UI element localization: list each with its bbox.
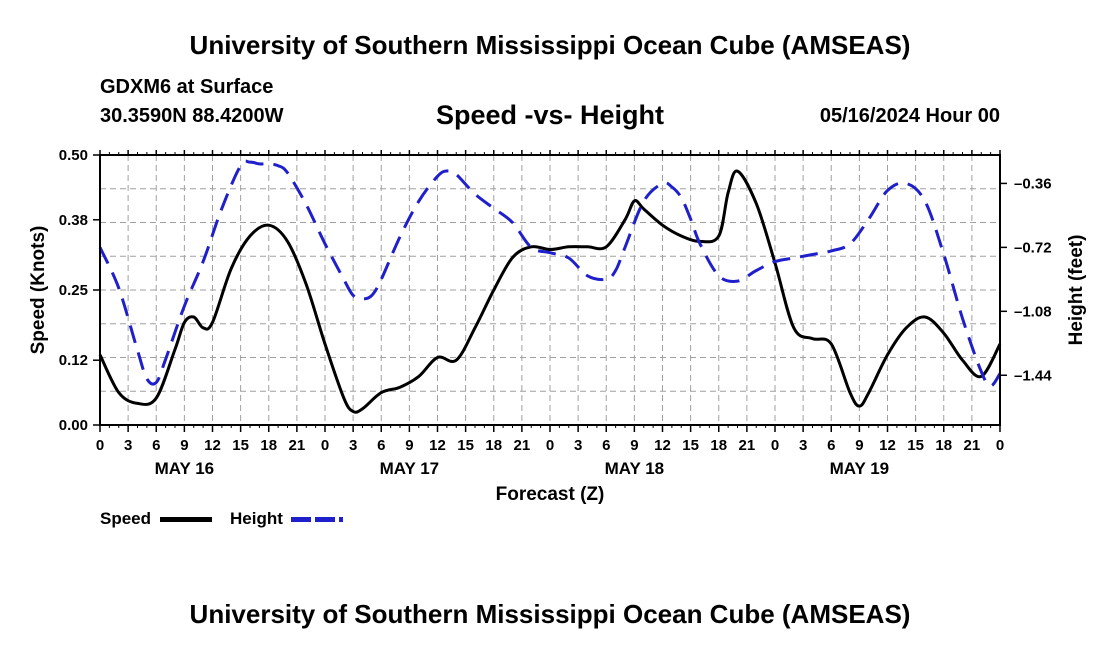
x-tick-label: 3 — [574, 437, 582, 454]
x-tick-label: 9 — [855, 437, 863, 454]
x-tick-label: 0 — [771, 437, 779, 454]
series-layer — [98, 159, 1002, 414]
x-tick-label: 15 — [232, 437, 249, 454]
x-tick-label: 15 — [682, 437, 699, 454]
x-tick-label: 12 — [204, 437, 221, 454]
forecast-datetime: 05/16/2024 Hour 00 — [819, 105, 1000, 127]
ticks-layer: 0 3 6 9 12 15 18 21 0 3 6 9 12 15 18 21 0 3 6 9 12 15 18 21 0 3 6 9… — [59, 147, 1052, 478]
day-label: MAY 18 — [605, 459, 665, 478]
x-tick-label: 9 — [180, 437, 188, 454]
main-title: University of Southern Mississippi Ocean… — [189, 30, 911, 60]
x-tick-label: 0 — [321, 437, 329, 454]
x-tick-label: 0 — [996, 437, 1004, 454]
x-tick-label: 18 — [935, 437, 952, 454]
x-tick-label: 9 — [630, 437, 638, 454]
y-tick-label: 0.38 — [59, 212, 88, 229]
x-tick-label: 12 — [429, 437, 446, 454]
x-tick-label: 21 — [514, 437, 531, 454]
x-axis-label: Forecast (Z) — [496, 484, 605, 505]
legend-height-line — [291, 517, 343, 522]
speed-series-line — [98, 169, 1002, 414]
y-axis-label: Speed (Knots) — [28, 226, 49, 355]
x-tick-label: 18 — [260, 437, 277, 454]
x-tick-label: 6 — [377, 437, 385, 454]
y2-tick-label: –0.36 — [1014, 175, 1052, 192]
x-tick-label: 18 — [485, 437, 502, 454]
x-tick-label: 0 — [96, 437, 104, 454]
x-tick-label: 6 — [827, 437, 835, 454]
y2-tick-label: –1.08 — [1014, 303, 1052, 320]
y2-tick-label: –0.72 — [1014, 239, 1052, 256]
x-tick-label: 18 — [710, 437, 727, 454]
x-tick-label: 6 — [152, 437, 160, 454]
legend-height-label: Height — [230, 509, 283, 528]
day-label: MAY 17 — [380, 459, 440, 478]
x-tick-label: 9 — [405, 437, 413, 454]
y-tick-label: 0.00 — [59, 417, 88, 434]
x-tick-label: 3 — [799, 437, 807, 454]
x-tick-label: 12 — [654, 437, 671, 454]
x-tick-label: 21 — [739, 437, 756, 454]
legend-speed-line — [160, 517, 212, 522]
x-tick-label: 0 — [546, 437, 554, 454]
chart-subtitle: Speed -vs- Height — [435, 100, 665, 130]
x-tick-label: 21 — [289, 437, 306, 454]
station-coordinates: 30.3590N 88.4200W — [100, 105, 284, 127]
x-tick-label: 15 — [907, 437, 924, 454]
height-series-line — [98, 159, 1002, 388]
station-name: GDXM6 at Surface — [100, 76, 274, 98]
y2-axis-label: Height (feet) — [1066, 235, 1087, 346]
x-tick-label: 6 — [602, 437, 610, 454]
x-tick-label: 21 — [964, 437, 981, 454]
x-tick-label: 3 — [124, 437, 132, 454]
day-label: MAY 19 — [830, 459, 890, 478]
y2-tick-label: –1.44 — [1014, 367, 1052, 384]
y-tick-label: 0.50 — [59, 147, 88, 164]
legend-speed-label: Speed — [100, 509, 152, 528]
x-tick-label: 3 — [349, 437, 357, 454]
x-tick-label: 15 — [457, 437, 474, 454]
y-tick-label: 0.25 — [59, 282, 88, 299]
y-tick-label: 0.12 — [59, 352, 88, 369]
grid — [100, 155, 1000, 425]
day-label: MAY 16 — [155, 459, 215, 478]
x-tick-label: 12 — [879, 437, 896, 454]
footer-title: University of Southern Mississippi Ocean… — [189, 599, 911, 629]
